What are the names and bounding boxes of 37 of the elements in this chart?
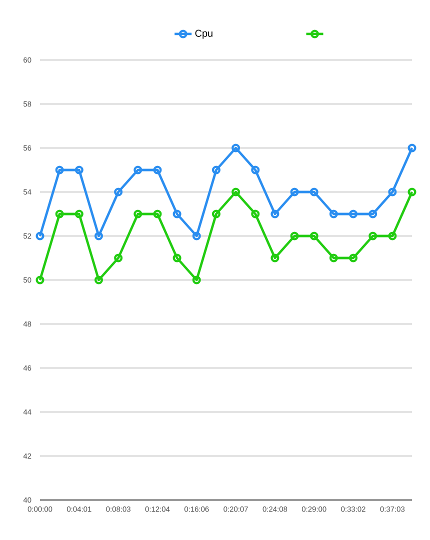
legend-label: Cpu [195,30,212,39]
point [114,188,123,196]
point [388,188,397,196]
point [172,210,182,218]
point [134,210,142,218]
point [368,232,378,240]
point [348,254,358,262]
point [232,188,240,196]
point [329,210,338,218]
point [192,232,201,240]
point [310,188,318,196]
point [270,210,280,218]
point [134,166,142,174]
point [94,232,104,240]
point [94,276,104,284]
point [290,232,299,240]
point [74,166,84,174]
point [172,254,182,262]
point [348,210,358,218]
point [232,144,240,152]
point [270,254,280,262]
point [74,210,84,218]
point [212,210,220,218]
point [368,210,378,218]
point [388,232,397,240]
point [290,188,299,196]
point [192,276,201,284]
point [212,166,220,174]
point [55,210,64,218]
point [153,210,162,218]
point [55,166,64,174]
point [251,210,260,218]
point [251,166,260,174]
point [114,254,123,262]
point [153,166,162,174]
point [329,254,338,262]
point [310,232,318,240]
